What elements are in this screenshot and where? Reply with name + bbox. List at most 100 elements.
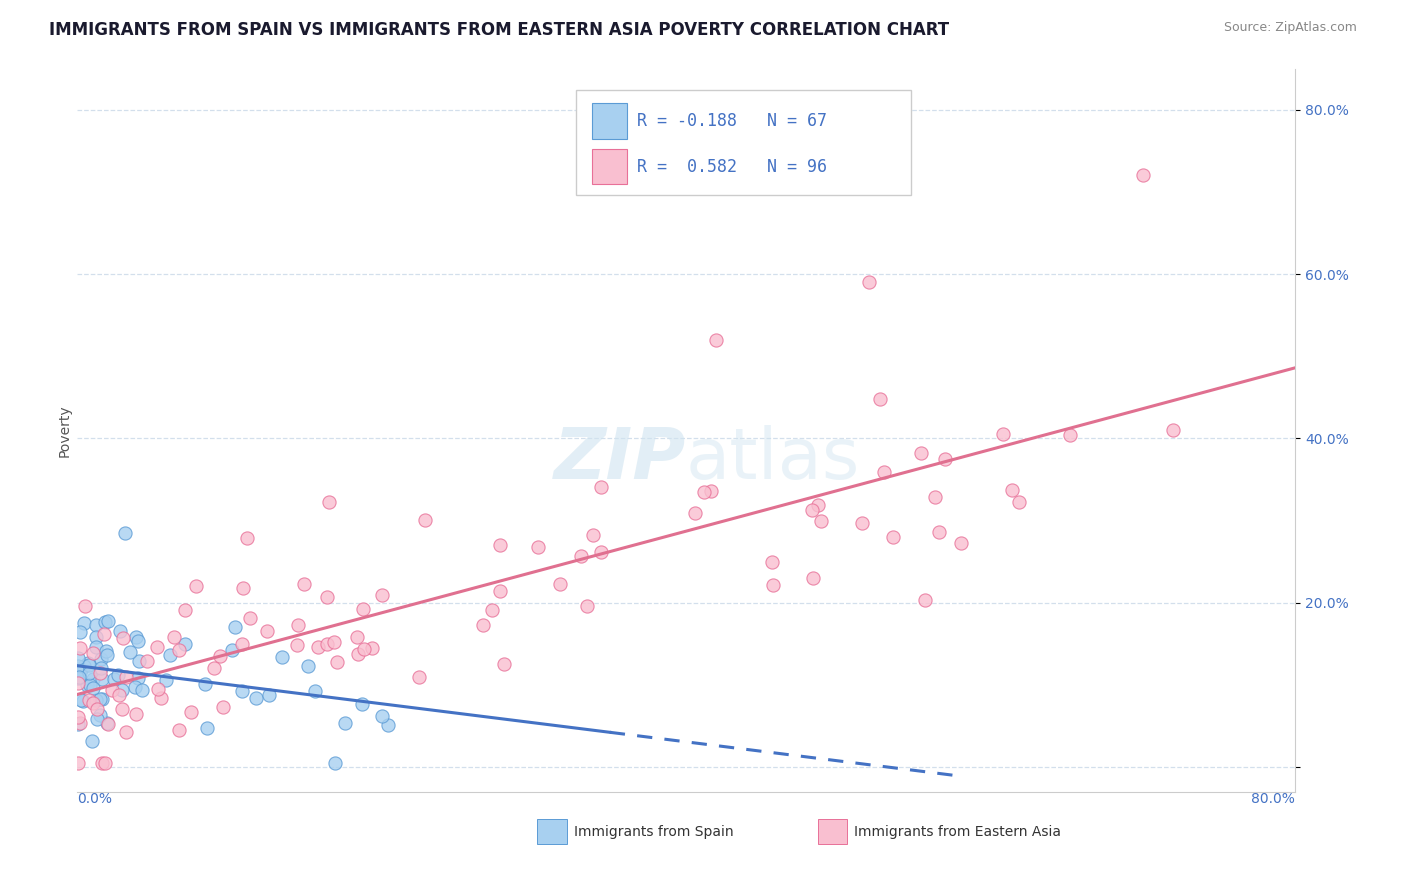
Point — [232, 582, 254, 596]
Text: R = -0.188   N = 67: R = -0.188 N = 67 — [637, 112, 827, 130]
Point — [224, 619, 246, 633]
Point — [128, 654, 150, 668]
Point — [180, 706, 202, 720]
Point — [949, 536, 972, 550]
Point — [195, 721, 218, 735]
Point — [67, 756, 90, 770]
Point — [335, 716, 357, 731]
Point — [108, 624, 131, 638]
Point — [86, 702, 108, 716]
Point — [993, 426, 1015, 441]
Point — [292, 576, 315, 591]
Point — [323, 756, 346, 770]
Point — [413, 513, 436, 527]
Point — [582, 528, 605, 542]
Point — [82, 681, 104, 695]
Point — [77, 658, 100, 673]
Point — [67, 670, 90, 684]
Point — [169, 643, 191, 657]
Point — [96, 717, 118, 731]
Point — [1132, 169, 1154, 183]
Point — [472, 617, 495, 632]
Point — [173, 603, 195, 617]
Point — [79, 678, 101, 692]
Point — [167, 723, 190, 738]
Point — [77, 656, 100, 670]
Point — [91, 692, 114, 706]
Point — [548, 576, 571, 591]
Point — [90, 661, 112, 675]
Point — [86, 713, 108, 727]
Point — [69, 716, 91, 731]
Y-axis label: Poverty: Poverty — [58, 404, 72, 457]
Text: 80.0%: 80.0% — [1251, 792, 1295, 806]
Point — [360, 640, 382, 655]
Point — [67, 671, 90, 685]
Point — [481, 603, 503, 617]
Point — [125, 706, 148, 721]
Point — [924, 490, 946, 504]
Point — [807, 498, 830, 512]
Point — [67, 676, 90, 690]
Point — [239, 611, 262, 625]
Point — [492, 657, 515, 671]
Point — [70, 692, 93, 706]
Point — [589, 480, 612, 494]
FancyBboxPatch shape — [592, 103, 627, 138]
Point — [914, 593, 936, 607]
Point — [73, 658, 96, 673]
Point — [76, 678, 98, 692]
Point — [323, 635, 346, 649]
Point — [70, 662, 93, 676]
Point — [706, 333, 728, 347]
Text: Source: ZipAtlas.com: Source: ZipAtlas.com — [1223, 21, 1357, 34]
Point — [1163, 423, 1185, 437]
Point — [1008, 495, 1031, 509]
Point — [352, 601, 374, 615]
Point — [127, 672, 149, 686]
Point — [93, 627, 115, 641]
Point — [96, 644, 118, 658]
Point — [96, 648, 118, 663]
Point — [111, 702, 134, 716]
Point — [84, 693, 107, 707]
Point — [118, 645, 141, 659]
Point — [163, 630, 186, 644]
FancyBboxPatch shape — [592, 149, 627, 185]
Point — [869, 392, 891, 407]
Point — [82, 646, 104, 660]
Point — [79, 666, 101, 681]
Point — [408, 670, 430, 684]
FancyBboxPatch shape — [817, 820, 846, 844]
Point — [124, 680, 146, 694]
Point — [135, 653, 157, 667]
Point — [271, 650, 294, 665]
Point — [173, 637, 195, 651]
Point — [882, 530, 904, 544]
Point — [576, 599, 599, 613]
Point — [231, 637, 253, 651]
Point — [211, 700, 233, 714]
Point — [115, 670, 138, 684]
Point — [90, 652, 112, 666]
Point — [111, 632, 134, 646]
Point — [371, 709, 394, 723]
Point — [94, 756, 117, 770]
Point — [80, 734, 103, 748]
Point — [589, 545, 612, 559]
Point — [1059, 428, 1081, 442]
Point — [370, 588, 392, 602]
Point — [194, 676, 217, 690]
Text: Immigrants from Eastern Asia: Immigrants from Eastern Asia — [853, 824, 1062, 838]
Point — [527, 541, 550, 555]
Point — [108, 689, 131, 703]
Point — [159, 648, 181, 662]
Point — [928, 524, 950, 539]
Point — [693, 485, 716, 500]
Point — [761, 555, 783, 569]
Point — [489, 583, 512, 598]
Point — [762, 577, 785, 591]
Point — [304, 683, 326, 698]
Point — [84, 617, 107, 632]
Point — [851, 516, 873, 531]
